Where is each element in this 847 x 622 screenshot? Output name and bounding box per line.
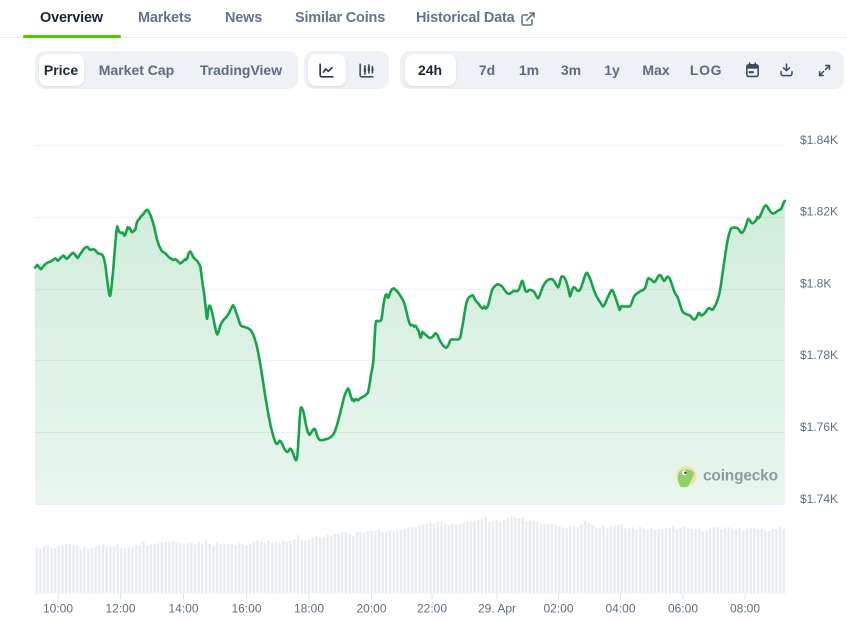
svg-text:06:00: 06:00 [668,602,698,616]
svg-text:18:00: 18:00 [294,602,324,616]
svg-text:22:00: 22:00 [417,602,447,616]
svg-text:16:00: 16:00 [231,602,261,616]
svg-text:$1.76K: $1.76K [800,420,838,434]
svg-text:20:00: 20:00 [356,602,386,616]
svg-text:29. Apr: 29. Apr [478,602,516,616]
svg-text:02:00: 02:00 [543,602,573,616]
svg-text:12:00: 12:00 [105,602,135,616]
svg-text:$1.74K: $1.74K [800,492,838,506]
svg-text:10:00: 10:00 [43,602,73,616]
svg-text:$1.82K: $1.82K [800,205,838,219]
svg-text:$1.8K: $1.8K [800,276,831,290]
svg-text:$1.84K: $1.84K [800,133,838,147]
svg-text:08:00: 08:00 [730,602,760,616]
svg-text:04:00: 04:00 [605,602,635,616]
svg-text:$1.78K: $1.78K [800,348,838,362]
svg-text:coingecko: coingecko [703,468,778,485]
svg-text:14:00: 14:00 [168,602,198,616]
